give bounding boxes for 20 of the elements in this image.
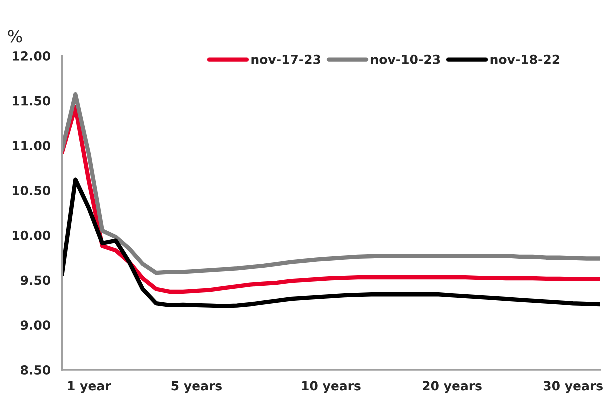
legend-label: nov-17-23 [252, 54, 321, 64]
x-tick-label: 30 years [544, 381, 603, 394]
y-tick-label: 11.50 [12, 96, 51, 106]
x-tick-label: 10 years [302, 381, 361, 394]
y-tick-label: 12.00 [12, 51, 51, 61]
y-tick-label: 10.50 [12, 186, 51, 196]
line-series [62, 105, 600, 294]
x-tick-label: 20 years [423, 381, 482, 394]
line-series [62, 178, 600, 308]
y-axis-title: % [8, 30, 22, 43]
legend-label: nov-18-22 [490, 54, 560, 64]
x-tick-label: 1 year [68, 381, 112, 394]
legend-label: nov-10-23 [371, 54, 440, 64]
x-tick-label: 5 years [172, 381, 222, 394]
y-tick-label: 11.00 [12, 141, 51, 151]
y-tick-label: 9.00 [20, 320, 51, 330]
y-tick-label: 8.50 [21, 365, 51, 375]
y-tick-label: 10.00 [12, 230, 51, 240]
y-tick-label: 9.50 [20, 276, 51, 286]
line-series [62, 92, 600, 276]
